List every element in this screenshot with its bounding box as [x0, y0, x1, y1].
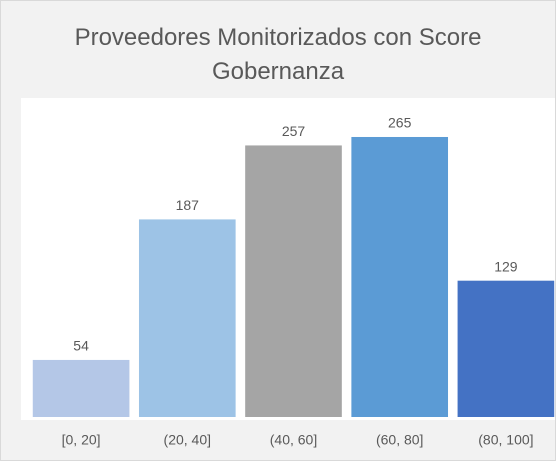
data-label: 129 — [494, 258, 518, 274]
bar — [32, 359, 130, 417]
data-label: 257 — [282, 123, 306, 139]
x-tick-label: (40, 60] — [270, 432, 317, 448]
x-tick-label: (60, 80] — [376, 432, 423, 448]
data-label: 54 — [73, 338, 89, 354]
data-label: 187 — [176, 197, 200, 213]
chart-title: Proveedores Monitorizados con Score Gobe… — [74, 24, 482, 85]
x-tick-label: (20, 40] — [164, 432, 211, 448]
bar — [351, 136, 449, 417]
bar — [245, 145, 342, 418]
bar — [457, 280, 555, 417]
x-tick-label: [0, 20] — [62, 432, 101, 448]
x-tick-label: (80, 100] — [478, 432, 533, 448]
bar — [138, 219, 236, 417]
data-label: 265 — [388, 115, 412, 131]
